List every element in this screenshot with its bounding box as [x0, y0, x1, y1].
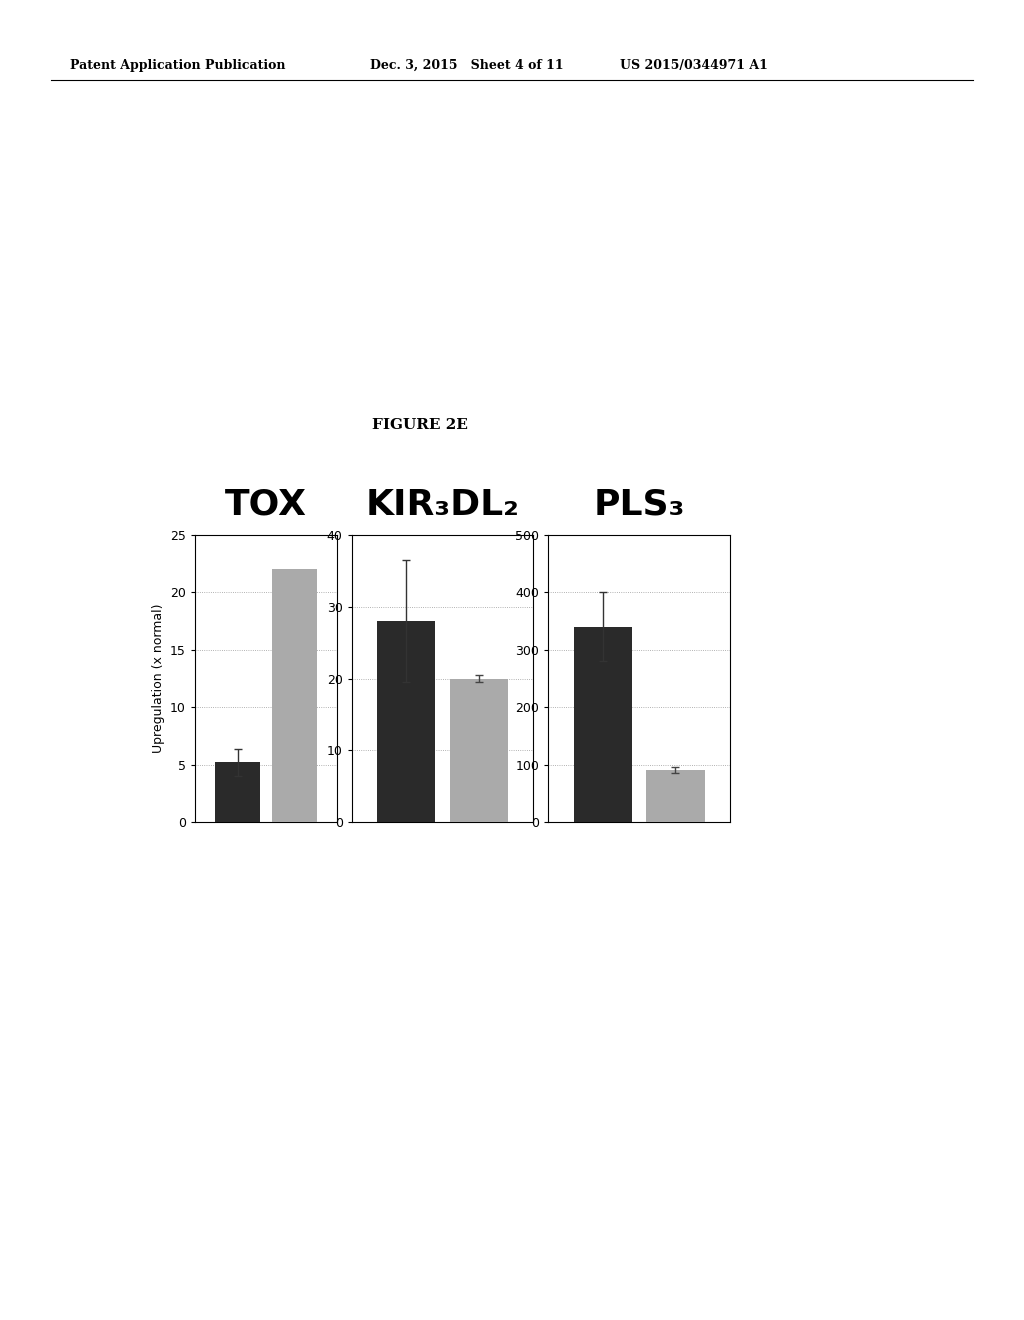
Text: Patent Application Publication: Patent Application Publication	[70, 58, 286, 71]
Bar	[377, 622, 435, 822]
Bar	[450, 678, 508, 822]
Text: Dec. 3, 2015   Sheet 4 of 11: Dec. 3, 2015 Sheet 4 of 11	[370, 58, 563, 71]
Text: FIGURE 2E: FIGURE 2E	[372, 418, 468, 432]
Text: KIR₃DL₂: KIR₃DL₂	[366, 488, 519, 521]
Text: US 2015/0344971 A1: US 2015/0344971 A1	[620, 58, 768, 71]
Text: TOX: TOX	[225, 488, 307, 521]
Bar	[646, 771, 705, 822]
Text: PLS₃: PLS₃	[594, 488, 685, 521]
Bar	[215, 763, 260, 822]
Y-axis label: Upregulation (x normal): Upregulation (x normal)	[152, 603, 165, 754]
Bar	[573, 627, 632, 822]
Bar	[271, 569, 316, 822]
